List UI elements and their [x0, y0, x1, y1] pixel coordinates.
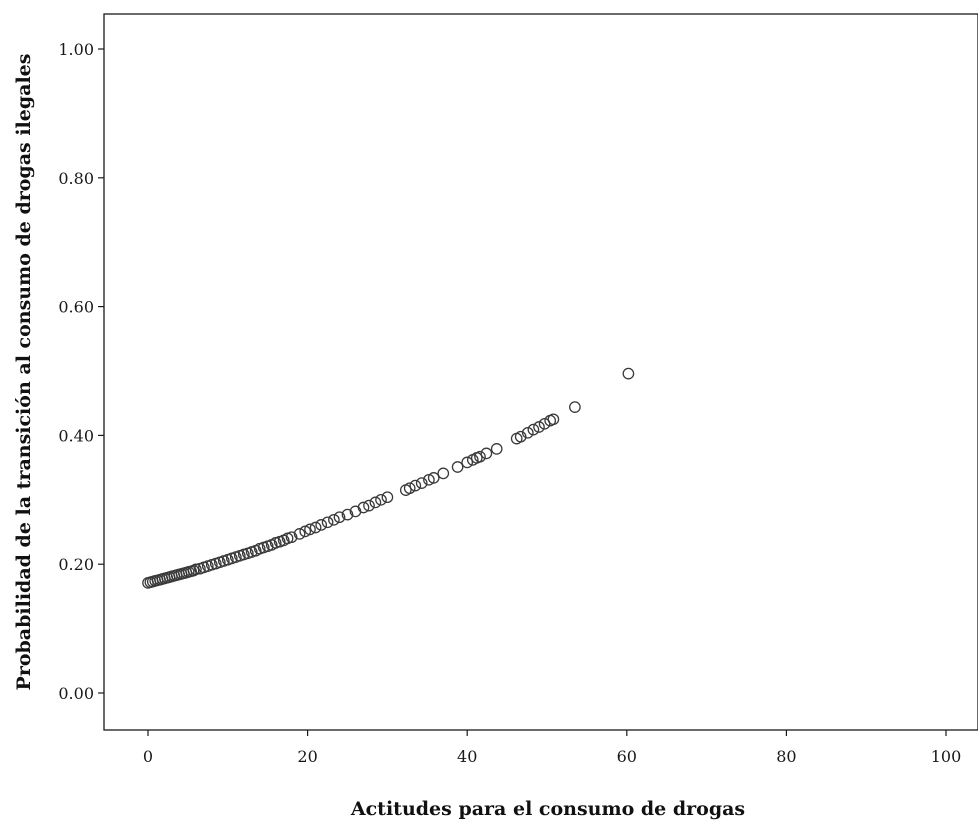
data-point: [480, 447, 493, 460]
data-point: [451, 461, 464, 473]
y-tick-label: 0.40: [58, 426, 94, 445]
data-point: [333, 511, 346, 524]
x-tick-label: 40: [457, 747, 477, 766]
data-point: [527, 423, 540, 436]
x-tick-label: 0: [143, 747, 153, 766]
data-point: [514, 430, 527, 443]
data-point: [190, 563, 202, 576]
data-point: [369, 496, 382, 509]
y-tick-label: 0.20: [58, 555, 94, 574]
data-point: [315, 519, 328, 531]
data-point: [415, 477, 428, 489]
data-point: [490, 443, 503, 455]
x-tick-label: 80: [776, 747, 796, 766]
y-axis: 0.00 0.20 0.40 0.60 0.80 1.00: [58, 40, 104, 703]
data-point: [285, 531, 298, 544]
data-point: [328, 513, 340, 526]
x-tick-label: 60: [617, 747, 637, 766]
y-tick-label: 0.60: [58, 298, 94, 317]
data-point: [622, 367, 635, 380]
data-point: [474, 450, 486, 463]
data-point: [375, 493, 387, 506]
plot-frame: [103, 13, 978, 731]
data-point: [357, 501, 370, 514]
data-point: [293, 528, 306, 540]
data-point: [363, 499, 375, 512]
y-tick-label: 0.00: [58, 684, 94, 703]
data-point: [381, 491, 394, 504]
data-points: [142, 367, 635, 589]
y-tick-label: 0.80: [58, 169, 94, 188]
data-point: [341, 508, 354, 521]
y-tick-label: 1.00: [58, 40, 94, 59]
data-point: [437, 467, 450, 480]
data-point: [521, 426, 534, 439]
data-point: [309, 521, 322, 534]
y-axis-title: Probabilidad de la transición al consumo…: [13, 54, 35, 691]
data-point: [427, 472, 440, 484]
data-point: [409, 479, 422, 492]
data-point: [547, 413, 560, 426]
data-point: [304, 523, 316, 536]
data-point: [569, 401, 581, 413]
x-axis: 0 20 40 60 80 100: [143, 730, 961, 766]
data-point: [533, 421, 545, 433]
data-point: [461, 456, 474, 469]
data-point: [403, 482, 416, 495]
x-tick-label: 100: [931, 747, 962, 766]
x-axis-title: Actitudes para el consumo de drogas: [350, 798, 745, 820]
x-tick-label: 20: [297, 747, 317, 766]
data-point: [321, 516, 334, 529]
